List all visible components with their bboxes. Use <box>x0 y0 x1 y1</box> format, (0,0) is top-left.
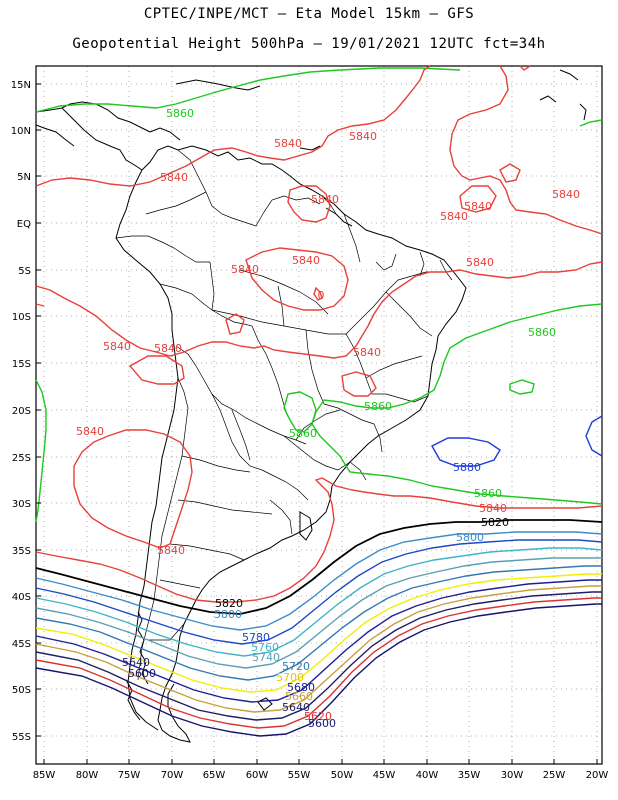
contour-label: 5800 <box>214 608 242 621</box>
contour-label: 5840 <box>274 137 302 150</box>
country-borders <box>115 149 453 681</box>
contour-label: 5700 <box>276 671 304 684</box>
lon-tick-label: 55W <box>288 770 311 781</box>
contour-label: 5840 <box>154 342 182 355</box>
contour-label: 5840 <box>440 210 468 223</box>
title-line-1: CPTEC/INPE/MCT – Eta Model 15km – GFS <box>143 6 475 22</box>
contour-label: 5780 <box>242 631 270 644</box>
lon-tick-label: 65W <box>203 770 226 781</box>
lon-tick-label: 30W <box>501 770 524 781</box>
lon-tick-label: 45W <box>373 770 396 781</box>
map-frame <box>35 65 603 765</box>
contour-label: 5860 <box>474 487 502 500</box>
contour-label: 5820 <box>215 597 243 610</box>
contour-label: 5760 <box>251 641 279 654</box>
lat-tick-label: 50S <box>12 685 31 696</box>
lon-tick-label: 75W <box>118 770 141 781</box>
contour-label: 5600 <box>128 667 156 680</box>
contour-label: 5740 <box>252 651 280 664</box>
lon-tick-label: 40W <box>416 770 439 781</box>
lon-tick-label: 80W <box>76 770 99 781</box>
lon-tick-label: 70W <box>161 770 184 781</box>
lon-tick-label: 25W <box>543 770 566 781</box>
lon-tick-label: 85W <box>33 770 56 781</box>
contour-label: 5640 <box>122 656 150 669</box>
contour-label: 5880 <box>453 461 481 474</box>
lat-lon-grid <box>36 66 602 764</box>
contour-label: 5840 <box>349 130 377 143</box>
lat-tick-label: 10N <box>11 126 31 137</box>
contour-label: 5860 <box>528 326 556 339</box>
lat-tick-label: 20S <box>12 406 31 417</box>
contour-label: 5860 <box>289 427 317 440</box>
contour-label: 5620 <box>304 710 332 723</box>
contour-label: 5840 <box>103 340 131 353</box>
lon-tick-label: 60W <box>246 770 269 781</box>
contour-label: 5720 <box>282 660 310 673</box>
lat-tick-label: 25S <box>12 453 31 464</box>
contour-label: 5840 <box>479 502 507 515</box>
lat-tick-label: 15S <box>12 359 31 370</box>
lat-tick-label: 5N <box>17 172 31 183</box>
lat-tick-label: 5S <box>18 266 31 277</box>
contour-label: 5680 <box>287 681 315 694</box>
contour-label: 5860 <box>364 400 392 413</box>
contour-label: 5860 <box>166 107 194 120</box>
contour-label: 5840 <box>157 544 185 557</box>
contour-label: 5840 <box>466 256 494 269</box>
contour-labels: 5860584058405840584058405840584058400584… <box>76 107 580 730</box>
lat-tick-label: 45S <box>12 639 31 650</box>
contour-label: 5840 <box>311 193 339 206</box>
lon-tick-label: 35W <box>458 770 481 781</box>
contour-label: 0 <box>318 289 325 302</box>
lat-tick-label: 55S <box>12 732 31 743</box>
contour-label: 5840 <box>464 200 492 213</box>
contour-label: 5600 <box>308 717 336 730</box>
lon-tick-label: 20W <box>586 770 609 781</box>
contour-label: 5800 <box>456 531 484 544</box>
axis-tick-labels: 15N 10N 5N EQ 5S 10S 15S 20S 25S 30S 35S 40S 45S 50S 5… <box>11 80 609 781</box>
lat-tick-label: 30S <box>12 499 31 510</box>
lat-tick-label: EQ <box>17 219 31 230</box>
contours <box>35 65 603 737</box>
contour-label: 5840 <box>231 263 259 276</box>
contour-label: 5840 <box>353 346 381 359</box>
contour-label: 5660 <box>285 690 313 703</box>
lat-tick-label: 35S <box>12 546 31 557</box>
contour-label: 5840 <box>76 425 104 438</box>
lat-tick-label: 40S <box>12 592 31 603</box>
contour-label: 5840 <box>552 188 580 201</box>
contour-label: 5840 <box>160 171 188 184</box>
coastlines <box>35 69 587 743</box>
contour-label: 5840 <box>292 254 320 267</box>
lon-tick-label: 50W <box>331 770 354 781</box>
lat-tick-label: 15N <box>11 80 31 91</box>
lat-tick-label: 10S <box>12 312 31 323</box>
contour-label: 5820 <box>481 516 509 529</box>
contour-label: 5640 <box>282 701 310 714</box>
title-line-2: Geopotential Height 500hPa – 19/01/2021 … <box>72 36 546 52</box>
